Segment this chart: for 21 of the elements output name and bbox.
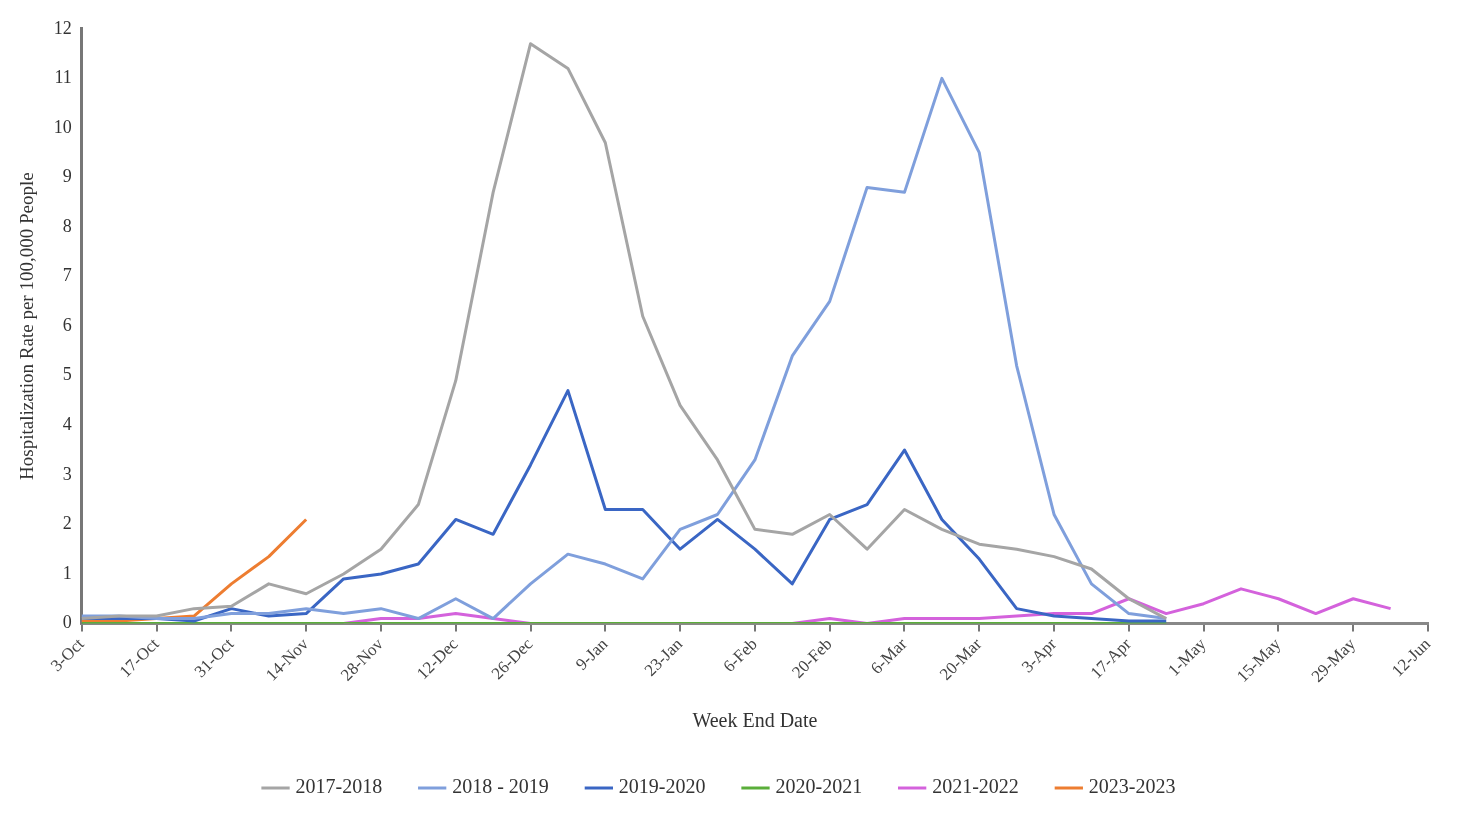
y-tick-label: 4	[62, 414, 72, 435]
y-tick-label: 12	[53, 17, 72, 38]
legend-label: 2021-2022	[932, 775, 1019, 798]
y-tick-label: 0	[62, 612, 72, 633]
legend-label: 2023-2023	[1088, 775, 1176, 798]
y-tick-label: 5	[62, 364, 72, 385]
y-tick-label: 7	[62, 265, 72, 286]
y-tick-label: 1	[62, 562, 72, 583]
legend-label: 2020-2021	[775, 775, 863, 798]
legend-label: 2018 - 2019	[452, 775, 549, 798]
legend-label: 2017-2018	[295, 775, 383, 798]
y-tick-label: 11	[54, 67, 72, 88]
y-axis-title: Hospitalization Rate per 100,000 People	[16, 172, 38, 480]
y-tick-label: 9	[62, 166, 72, 187]
x-axis-title: Week End Date	[692, 709, 818, 732]
y-tick-label: 3	[62, 463, 72, 484]
y-tick-label: 10	[53, 116, 72, 137]
y-tick-label: 8	[62, 215, 72, 236]
y-tick-label: 6	[62, 314, 72, 335]
legend-label: 2019-2020	[618, 775, 706, 798]
y-tick-label: 2	[62, 513, 72, 534]
